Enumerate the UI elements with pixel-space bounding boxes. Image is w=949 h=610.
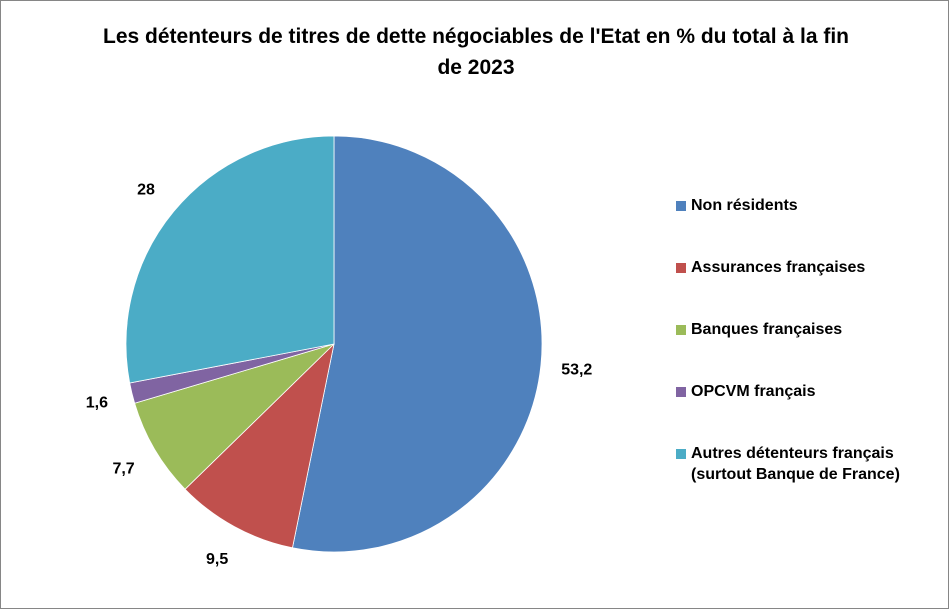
legend-swatch xyxy=(676,449,686,459)
legend-label: Autres détenteurs français (surtout Banq… xyxy=(691,445,900,483)
pie-slice-1 xyxy=(291,135,543,553)
data-label-4: 1,6 xyxy=(86,395,108,412)
legend-label: Assurances françaises xyxy=(691,259,866,276)
legend-swatch xyxy=(676,201,686,211)
legend-item-5: Autres détenteurs français (surtout Banq… xyxy=(676,443,900,485)
data-label-2: 9,5 xyxy=(206,551,228,568)
chart-title: Les détenteurs de titres de dette négoci… xyxy=(103,25,849,79)
legend-label: OPCVM français xyxy=(691,383,816,400)
legend-swatch xyxy=(676,263,686,273)
legend-item-1: Non résidents xyxy=(676,195,798,216)
legend-item-4: OPCVM français xyxy=(676,381,815,402)
data-label-1: 53,2 xyxy=(561,361,592,378)
legend-item-2: Assurances françaises xyxy=(676,257,865,278)
pie-slice-3 xyxy=(134,343,335,490)
pie-slice-5 xyxy=(125,135,335,384)
legend-label: Banques françaises xyxy=(691,321,843,338)
data-label-3: 7,7 xyxy=(112,461,134,478)
legend-item-3: Banques françaises xyxy=(676,319,842,340)
legend-swatch xyxy=(676,387,686,397)
data-label-5: 28 xyxy=(137,181,155,198)
pie-slice-2 xyxy=(184,342,335,549)
legend-label: Non résidents xyxy=(691,197,798,214)
legend-swatch xyxy=(676,325,686,335)
